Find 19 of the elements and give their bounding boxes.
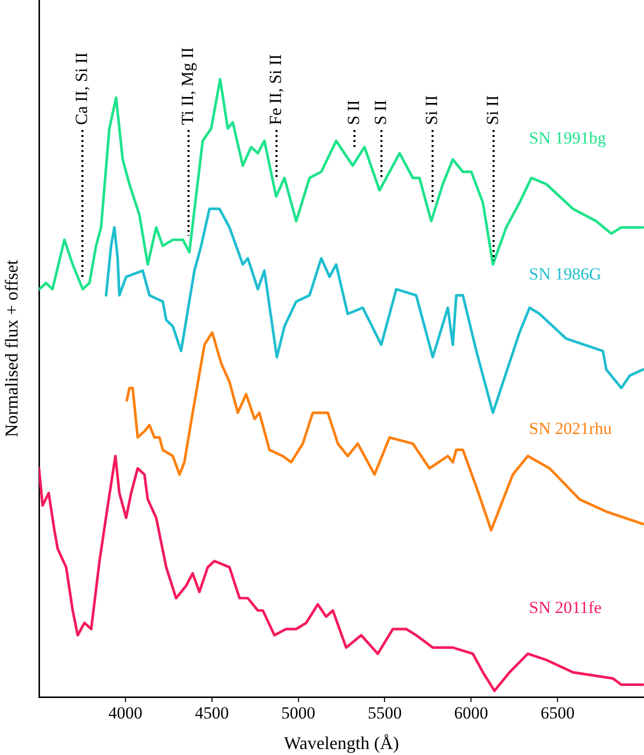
x-tick-label: 5500 <box>368 704 402 723</box>
annotation: Si II <box>422 94 442 125</box>
text: SN 2011fe <box>529 598 602 617</box>
annotation: Ti II, Mg II <box>178 46 197 125</box>
x-tick-label: 5000 <box>281 704 316 723</box>
x-axis-title: Wavelength (Å) <box>284 732 400 753</box>
annotation: Ca II, Si II <box>72 52 91 125</box>
x-tick-label: 4000 <box>108 704 142 723</box>
series-label: SN 2021rhu <box>529 418 612 438</box>
annotation: S II <box>370 100 390 125</box>
series-label: SN 1991bg <box>529 128 607 148</box>
x-tick-label: 6000 <box>454 704 488 723</box>
annotation: Fe II, Si II <box>266 54 285 125</box>
series-label: SN 1986G <box>529 264 602 284</box>
x-tick-label: 6500 <box>540 704 575 723</box>
y-axis-title: Normalised flux + offset <box>2 260 22 438</box>
x-tick-label: 4500 <box>194 704 229 723</box>
annotation: S II <box>344 100 363 125</box>
annotation: Si II <box>483 94 502 125</box>
